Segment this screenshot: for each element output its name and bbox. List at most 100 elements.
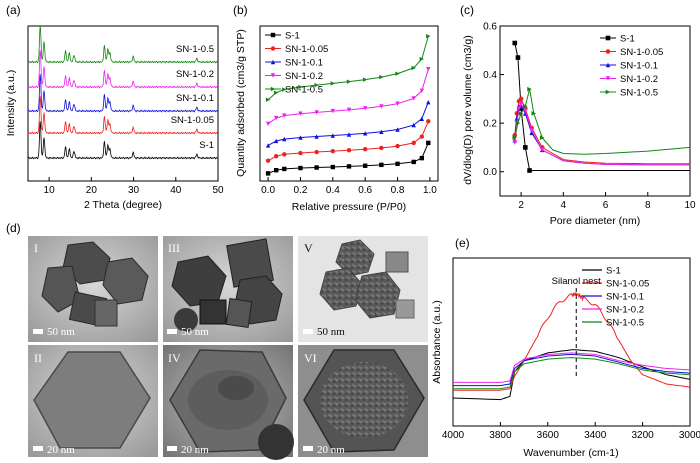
ftir-legend-label-sn-1-0-1: SN-1-0.1 <box>606 292 644 303</box>
pore-ylabel: dV/dlog(D) pore volume (cm3/g) <box>462 35 474 184</box>
pore-legend-marker-sn-1-0-2 <box>605 76 611 81</box>
isotherm-point-sn-1-0-05 <box>265 158 271 163</box>
isotherm-point-sn-1-0-5 <box>314 82 319 88</box>
isotherm-point-sn-1-0-05 <box>330 148 336 154</box>
ftir-legend-label-sn-1-0-2: SN-1-0.2 <box>606 305 644 316</box>
tem-tile-vi-scale: 20 nm <box>317 444 345 456</box>
tem-tile-vi: VI 20 nm <box>298 345 428 457</box>
isotherm-point-sn-1-0-1 <box>379 129 384 135</box>
pore-xlabel: Pore diameter (nm) <box>550 215 640 227</box>
pore-legend-label-sn-1-0-1: SN-1-0.1 <box>620 61 658 72</box>
scale-bar <box>33 446 43 451</box>
isotherm-point-sn-1-0-5 <box>426 33 431 39</box>
pore-legend-label-s-1: S-1 <box>620 34 635 45</box>
xrd-xlabel: 2 Theta (degree) <box>84 199 162 211</box>
pore-point-sn-1-0-1 <box>514 115 520 121</box>
isotherm-legend-marker-sn-1-0-5 <box>270 86 276 92</box>
tem-tile-ii-scale: 20 nm <box>47 444 75 456</box>
pore-point-sn-1-0-5 <box>515 120 521 126</box>
pore-xtick-label: 10 <box>684 200 696 211</box>
pore-legend-marker-s-1 <box>605 35 611 41</box>
panel-label-c: (c) <box>460 3 474 17</box>
pore-legend-marker-sn-1-0-05 <box>605 49 611 54</box>
isotherm-legend-label-s-1: S-1 <box>285 31 300 42</box>
isotherm-point-sn-1-0-5 <box>362 77 368 82</box>
pore-point-sn-1-0-5 <box>512 135 518 141</box>
isotherm-point-sn-1-0-05 <box>426 119 431 124</box>
tem-image-grid: I 50 nm III 50 nm V 50 nm <box>28 236 428 460</box>
ftir-xtick-label: 3800 <box>489 430 512 441</box>
isotherm-point-sn-1-0-05 <box>379 145 384 151</box>
pore-ytick-label: 0.4 <box>483 70 497 81</box>
isotherm-point-sn-1-0-2 <box>282 113 287 118</box>
ftir-xtick-label: 3400 <box>584 430 607 441</box>
isotherm-point-sn-1-0-1 <box>362 131 368 136</box>
pore-xtick-label: 2 <box>518 200 524 211</box>
isotherm-point-sn-1-0-1 <box>265 143 271 148</box>
pore-legend-label-sn-1-0-05: SN-1-0.05 <box>620 47 663 58</box>
pore-point-s-1 <box>518 106 524 111</box>
tem-tile-v-label: V <box>304 241 313 255</box>
isotherm-legend-label-sn-1-0-5: SN-1-0.5 <box>285 85 323 96</box>
xrd-chart: 10 20 30 40 50 SN-1-0.5 SN-1-0.2 SN-1-0.1 SN-1-… <box>5 25 224 211</box>
isotherm-point-s-1 <box>419 155 425 161</box>
isotherm-point-sn-1-0-2 <box>346 107 352 113</box>
isotherm-point-s-1 <box>379 162 384 168</box>
isotherm-point-sn-1-0-5 <box>411 65 416 71</box>
tem-tile-iii-scale: 50 nm <box>181 326 209 338</box>
isotherm-point-sn-1-0-5 <box>330 81 336 86</box>
isotherm-point-sn-1-0-05 <box>346 148 352 153</box>
isotherm-point-sn-1-0-5 <box>298 84 303 90</box>
isotherm-point-sn-1-0-2 <box>330 108 336 114</box>
isotherm-point-sn-1-0-2 <box>265 121 271 127</box>
tem-tile-iii: III 50 nm <box>163 236 293 342</box>
tem-tile-v-scale: 50 nm <box>317 326 345 338</box>
xrd-series-label-sn-1-0-1: SN-1-0.1 <box>176 93 214 104</box>
xrd-line-sn-1-0-1 <box>27 74 218 113</box>
pore-point-sn-1-0-2 <box>512 140 518 145</box>
isotherm-xtick-label: 0.8 <box>391 185 405 196</box>
pore-point-s-1 <box>527 168 532 173</box>
isotherm-point-sn-1-0-1 <box>314 134 319 139</box>
isotherm-point-sn-1-0-05 <box>362 147 368 152</box>
isotherm-point-sn-1-0-2 <box>314 110 319 115</box>
xrd-line-s-1 <box>27 121 218 160</box>
xrd-series-label-sn-1-0-2: SN-1-0.2 <box>176 69 214 80</box>
tem-tile-i-label: I <box>34 241 38 255</box>
isotherm-xtick-label: 0.2 <box>294 185 308 196</box>
isotherm-point-s-1 <box>346 164 352 169</box>
ftir-xlabel: Wavenumber (cm-1) <box>523 447 618 459</box>
isotherm-point-s-1 <box>395 161 400 167</box>
isotherm-point-sn-1-0-1 <box>395 127 400 132</box>
pore-point-sn-1-0-2 <box>523 108 528 114</box>
tem-tile-i: I 50 nm <box>28 236 158 342</box>
pore-legend-label-sn-1-0-5: SN-1-0.5 <box>620 88 658 99</box>
isotherm-point-sn-1-0-2 <box>419 88 425 93</box>
ftir-line-s-1 <box>452 349 691 401</box>
ftir-ylabel: Absorbance (a.u.) <box>431 300 443 383</box>
pore-ytick-label: 0.0 <box>483 167 497 178</box>
isotherm-xtick-label: 0.6 <box>358 185 372 196</box>
isotherm-point-sn-1-0-1 <box>419 116 425 121</box>
xrd-line-sn-1-0-2 <box>27 50 218 89</box>
scale-bar <box>167 329 177 334</box>
tem-tile-iv: IV 20 nm <box>163 345 294 460</box>
pore-distribution-chart: 2 4 6 8 10 0.0 0.2 0.4 0.6 S-1 SN-1-0.05 SN-1-0.1 S… <box>462 22 696 228</box>
isotherm-point-sn-1-0-2 <box>379 104 384 109</box>
isotherm-xtick-label: 0.0 <box>261 185 275 196</box>
pore-legend-marker-sn-1-0-5 <box>605 89 611 95</box>
pore-point-sn-1-0-5 <box>523 103 528 109</box>
isotherm-point-sn-1-0-5 <box>265 97 271 102</box>
isotherm-point-s-1 <box>330 164 336 170</box>
ftir-xtick-label: 3600 <box>537 430 560 441</box>
scale-bar <box>33 329 43 334</box>
isotherm-point-sn-1-0-05 <box>314 149 319 155</box>
xrd-line-sn-1-0-5 <box>27 25 218 64</box>
isotherm-point-sn-1-0-5 <box>273 90 279 95</box>
isotherm-point-sn-1-0-5 <box>346 79 352 84</box>
tem-tile-v: V 50 nm <box>298 236 428 342</box>
pore-point-sn-1-0-5 <box>527 86 532 92</box>
isotherm-point-sn-1-0-2 <box>395 101 400 106</box>
tem-tile-vi-label: VI <box>304 351 317 365</box>
